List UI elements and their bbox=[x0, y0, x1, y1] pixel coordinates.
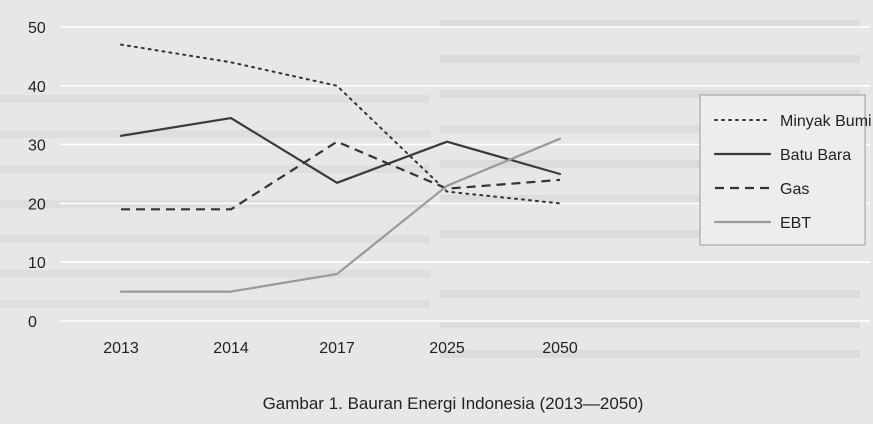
legend-box bbox=[699, 94, 866, 246]
legend-label: EBT bbox=[780, 215, 811, 232]
x-tick-label: 2014 bbox=[213, 340, 249, 357]
legend-label: Batu Bara bbox=[780, 147, 851, 164]
figure-caption: Gambar 1. Bauran Energi Indonesia (2013—… bbox=[263, 394, 644, 413]
y-tick-label: 40 bbox=[28, 79, 46, 96]
y-tick-label: 10 bbox=[28, 255, 46, 272]
y-tick-label: 30 bbox=[28, 138, 46, 155]
series-line-minyak-bumi bbox=[120, 43, 561, 205]
y-tick-label: 20 bbox=[28, 196, 46, 213]
series-line-ebt bbox=[119, 137, 562, 293]
legend-label: Gas bbox=[780, 181, 809, 198]
x-axis-ticks: 2013 2014 2017 2025 2050 bbox=[103, 340, 578, 357]
y-tick-label: 50 bbox=[28, 20, 46, 37]
y-tick-label: 0 bbox=[28, 314, 37, 331]
x-tick-label: 2050 bbox=[542, 340, 578, 357]
legend-label: Minyak Bumi bbox=[780, 113, 872, 130]
x-tick-label: 2017 bbox=[319, 340, 355, 357]
series-layer bbox=[119, 43, 562, 293]
x-tick-label: 2013 bbox=[103, 340, 139, 357]
series-line-batu-bara bbox=[119, 116, 562, 184]
y-axis-ticks: 0 10 20 30 40 50 bbox=[28, 20, 46, 331]
x-tick-label: 2025 bbox=[429, 340, 465, 357]
legend: Minyak Bumi Batu Bara Gas EBT bbox=[699, 94, 872, 246]
series-line-gas bbox=[121, 140, 561, 211]
